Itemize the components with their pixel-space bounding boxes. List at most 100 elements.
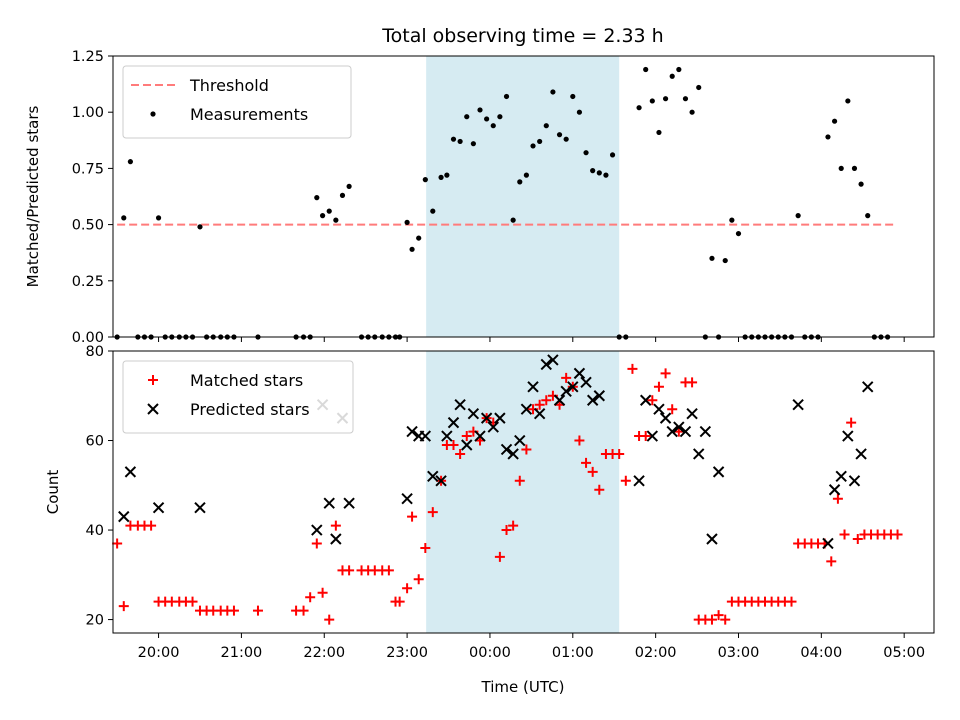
data-point-dot: [457, 138, 463, 145]
data-point-plus: [667, 404, 678, 415]
data-point-x: [454, 399, 466, 411]
x-tick-label: 23:00: [386, 645, 428, 661]
data-point-x: [567, 381, 579, 393]
data-point-dot: [404, 219, 410, 225]
y-axis-label: Matched/Predicted stars: [24, 106, 42, 288]
data-point-plus: [561, 372, 572, 383]
data-point-dot: [438, 174, 444, 180]
data-point-x: [427, 470, 439, 483]
data-point-dot: [550, 89, 556, 95]
data-point-x: [311, 524, 323, 536]
data-point-x: [659, 412, 672, 424]
data-point-dot: [609, 152, 616, 158]
data-point-dot: [636, 105, 642, 111]
data-point-plus: [627, 363, 638, 374]
top-panel: 0.00 0.25 0.50 0.75 1.00 1.25 Matched/Predicte…: [24, 49, 935, 346]
axes-frame: [112, 350, 935, 634]
legend: Threshold Measurements: [122, 65, 352, 139]
data-point-plus: [713, 610, 724, 621]
x-tick-label: 20:00: [138, 645, 180, 661]
data-point-dot: [838, 165, 844, 171]
y-tick-label: 0.50: [72, 218, 104, 234]
data-point-dot: [583, 150, 589, 156]
y-tick-label: 20: [86, 613, 104, 629]
data-point-x: [712, 466, 725, 478]
data-point-dot: [333, 217, 339, 223]
x-tick-label: 01:00: [552, 645, 594, 661]
data-point-x: [653, 403, 665, 415]
data-point-plus: [228, 605, 239, 616]
data-point-plus: [706, 614, 717, 625]
data-point-dot: [709, 255, 715, 261]
data-point-dot: [543, 123, 549, 129]
data-point-dot: [669, 73, 675, 79]
data-point-dot: [662, 96, 669, 102]
data-point-dot: [603, 172, 609, 178]
data-point-dot: [570, 93, 576, 100]
x-tick-label: 00:00: [469, 645, 511, 661]
data-point-dot: [464, 114, 470, 120]
data-point-x: [480, 412, 493, 424]
data-point-plus: [402, 583, 413, 594]
data-point-plus: [448, 440, 459, 450]
legend-box: [122, 360, 354, 434]
axes-frame: [112, 55, 935, 338]
data-point-plus: [640, 431, 651, 442]
legend-swatch: [150, 111, 156, 117]
data-point-dot: [155, 215, 162, 221]
data-point-plus: [647, 395, 658, 406]
data-point-plus: [846, 417, 857, 428]
data-point-plus: [344, 565, 355, 576]
data-point-dot: [484, 116, 490, 122]
data-point-x: [406, 425, 418, 438]
y-tick-label: 80: [86, 344, 104, 360]
data-point-x: [461, 439, 473, 451]
legend-label: Matched stars: [190, 371, 303, 390]
data-point-plus: [324, 614, 335, 625]
data-point-x: [862, 381, 874, 393]
data-point-plus: [786, 596, 797, 607]
x-tick-label: 22:00: [303, 645, 345, 661]
data-point-dot: [314, 195, 320, 201]
data-point-plus: [455, 448, 466, 459]
legend-label: Measurements: [190, 105, 308, 124]
data-point-x: [679, 425, 692, 438]
data-point-x: [118, 510, 130, 523]
legend-label: Predicted stars: [190, 400, 310, 419]
data-point-dot: [523, 172, 529, 178]
data-point-x: [646, 430, 659, 442]
data-point-x: [553, 394, 566, 406]
data-point-dot: [326, 208, 332, 214]
data-point-x: [580, 376, 592, 389]
data-point-plus: [892, 529, 903, 540]
data-point-x: [152, 501, 165, 514]
data-point-x: [593, 390, 606, 402]
data-point-plus: [826, 556, 837, 567]
data-point-plus: [594, 484, 605, 495]
data-point-plus: [614, 448, 625, 459]
data-point-x: [343, 497, 355, 509]
y-tick-label: 0.00: [72, 330, 104, 346]
data-point-plus: [112, 538, 123, 549]
observing-window-span: [426, 351, 620, 633]
x-tick-label: 05:00: [883, 645, 925, 661]
data-point-x: [547, 354, 559, 366]
data-point-dot: [729, 217, 735, 223]
data-point-plus: [494, 551, 505, 562]
data-point-plus: [317, 587, 328, 598]
data-point-x: [500, 443, 513, 456]
data-point-x: [474, 430, 486, 442]
observing-window-span: [426, 56, 620, 337]
data-point-plus: [311, 538, 322, 549]
data-point-x: [693, 448, 705, 460]
x-axis-label: Time (UTC): [481, 678, 565, 696]
data-point-plus: [146, 520, 157, 531]
data-point-dot: [576, 109, 583, 115]
x-tick-label: 02:00: [635, 645, 677, 661]
data-point-plus: [118, 601, 129, 612]
data-point-x: [822, 537, 834, 550]
data-point-x: [673, 421, 685, 433]
legend: Matched stars Predicted stars: [122, 360, 354, 434]
data-point-plus: [581, 457, 592, 468]
